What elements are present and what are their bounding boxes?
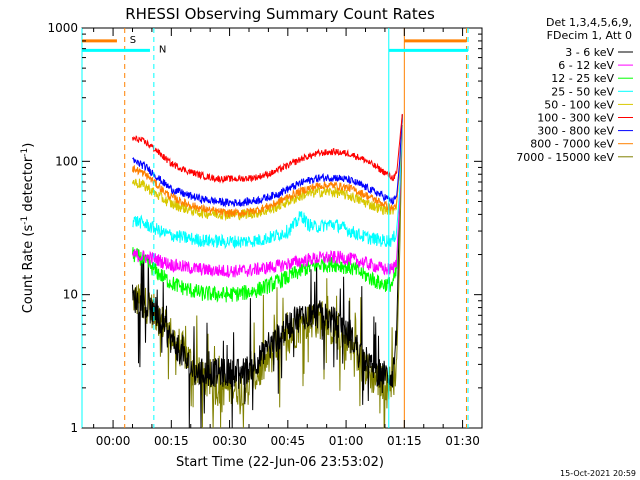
marker-label-S: S [130, 35, 136, 46]
y-axis-label-part-4: -1 [20, 148, 30, 157]
x-tick-label: 00:45 [271, 434, 306, 448]
y-tick-label: 10 [63, 288, 78, 302]
y-axis-label: Count Rate (s-1 detector-1) [20, 143, 36, 314]
y-tick-label: 1000 [47, 21, 78, 35]
y-tick-label: 1 [70, 421, 78, 435]
legend-header-line-2: FDecim 1, Att 0 [547, 29, 632, 42]
x-tick-label: 00:00 [96, 434, 131, 448]
y-axis-label-part-1: Count Rate (s [21, 225, 36, 314]
x-tick-label: 00:15 [154, 434, 189, 448]
x-tick-label: 01:15 [387, 434, 422, 448]
series-line-k9 [132, 124, 403, 429]
series-line-k3 [132, 115, 403, 303]
x-axis-label: Start Time (22-Jun-06 23:53:02) [176, 455, 384, 470]
legend-header-line-1: Det 1,3,4,5,6,9, [546, 16, 632, 29]
y-axis-label-part-5: ) [21, 143, 36, 148]
x-tick-label: 00:30 [212, 434, 247, 448]
series-line-k7 [132, 114, 403, 208]
marker-layer: SN [81, 28, 469, 428]
series-layer [132, 113, 403, 429]
series-line-k6 [132, 113, 403, 184]
legend-label-k4: 25 - 50 keV [551, 85, 614, 98]
y-axis-label-part-3: detector [21, 156, 36, 216]
series-line-k4 [132, 115, 403, 250]
legend-header: Det 1,3,4,5,6,9, FDecim 1, Att 0 [546, 16, 632, 42]
chart-title: RHESSI Observing Summary Count Rates [125, 5, 435, 23]
footer-stamp: 15-Oct-2021 20:59 [560, 469, 636, 478]
series-line-k2 [132, 115, 403, 278]
legend-label-k9: 7000 - 15000 keV [516, 151, 614, 164]
legend-label-k2: 6 - 12 keV [558, 59, 614, 72]
legend-label-k1: 3 - 6 keV [565, 46, 614, 59]
y-axis-label-part-2: -1 [20, 216, 30, 225]
legend-label-k6: 100 - 300 keV [537, 112, 614, 125]
legend-label-k8: 800 - 7000 keV [530, 138, 614, 151]
legend-label-k7: 300 - 800 keV [537, 125, 614, 138]
series-line-k5 [132, 114, 403, 222]
legend-label-k3: 12 - 25 keV [551, 72, 614, 85]
series-line-k1 [132, 115, 403, 429]
axes-layer: 1 10 100 1000 00:00 00:15 00:30 00:45 01:00 01:15… [47, 21, 483, 448]
marker-label-N: N [159, 44, 166, 55]
series-line-k8 [132, 114, 403, 218]
x-tick-label: 01:00 [329, 434, 364, 448]
x-tick-label: 01:30 [445, 434, 480, 448]
legend-label-k5: 50 - 100 keV [544, 98, 614, 111]
y-tick-label: 100 [55, 154, 78, 168]
